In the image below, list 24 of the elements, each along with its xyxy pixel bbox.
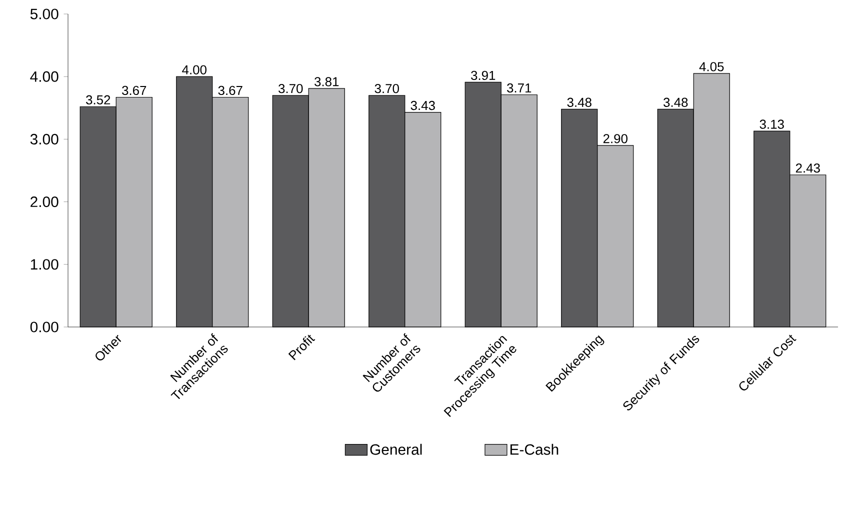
y-tick-label: 2.00 <box>30 196 58 208</box>
data-label: 3.13 <box>760 120 784 129</box>
data-label: 3.70 <box>278 84 303 94</box>
data-label: 3.67 <box>218 86 242 96</box>
data-label: 3.71 <box>507 83 532 93</box>
data-label: 3.91 <box>471 70 496 80</box>
y-tick-label: 5.00 <box>30 8 58 20</box>
data-label: 3.52 <box>86 95 110 104</box>
legend-label: General <box>370 444 422 455</box>
data-label: 3.48 <box>664 98 688 107</box>
data-label: 3.67 <box>122 86 146 96</box>
y-tick-label: 1.00 <box>30 259 58 270</box>
y-tick-label: 0.00 <box>30 322 58 332</box>
data-label: 3.48 <box>567 98 592 107</box>
data-label: 4.05 <box>699 62 724 72</box>
y-tick-label: 4.00 <box>30 71 58 82</box>
legend-label: E-Cash <box>510 444 558 455</box>
data-label: 3.81 <box>314 77 339 86</box>
y-tick-label: 3.00 <box>30 134 58 144</box>
data-label: 4.00 <box>182 65 206 74</box>
data-label: 3.70 <box>374 84 399 94</box>
data-label: 2.90 <box>603 134 628 144</box>
data-label: 2.43 <box>796 163 820 173</box>
data-label: 3.43 <box>410 100 435 110</box>
